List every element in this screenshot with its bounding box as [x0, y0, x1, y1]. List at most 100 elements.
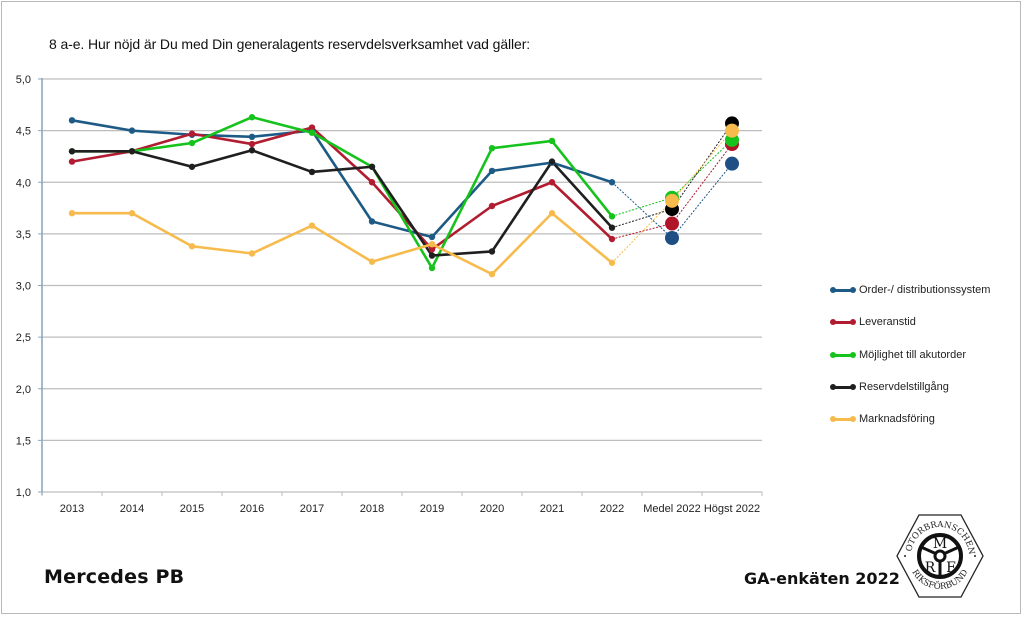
x-tick-label: 2022	[600, 503, 624, 515]
data-point	[488, 202, 496, 210]
series-line	[72, 211, 613, 276]
x-tick-label: 2021	[540, 503, 564, 515]
y-tick-label: 4,5	[16, 126, 31, 138]
summary-point	[725, 156, 739, 171]
x-tick-label: 2019	[420, 503, 444, 515]
data-point	[128, 148, 136, 155]
legend-label: Reservdelstillgång	[859, 381, 949, 394]
data-point	[128, 210, 136, 217]
data-point	[548, 158, 556, 165]
logo-letter-f: F	[946, 560, 956, 576]
data-point	[68, 117, 76, 124]
y-tick-label: 1,0	[16, 487, 31, 499]
series-line	[71, 119, 613, 239]
data-point	[548, 137, 556, 145]
x-tick-labels: 2013 2014 2015 2016 2017 2018 2019 2020 2021 2022…	[60, 503, 760, 515]
data-point	[248, 140, 256, 148]
summary-point	[665, 216, 679, 231]
data-point	[188, 139, 196, 147]
chart-legend: Order-/ distributionssystem Leveranstid Mö…	[830, 274, 990, 435]
x-tick-label: 2014	[120, 503, 144, 515]
x-tick-label: 2020	[480, 503, 504, 515]
legend-label: Leveranstid	[859, 316, 916, 329]
legend-swatch	[830, 382, 856, 392]
data-point	[308, 129, 316, 136]
y-tick-label: 4,0	[16, 177, 31, 189]
data-point	[488, 248, 496, 255]
x-tick-label: Medel 2022	[643, 503, 701, 515]
data-point	[428, 264, 436, 272]
legend-swatch	[830, 414, 856, 424]
data-point	[608, 213, 616, 220]
y-tick-label: 2,5	[16, 332, 31, 344]
data-point	[428, 233, 436, 241]
legend-swatch	[830, 317, 856, 327]
mrf-logo: MOTORBRANSCHENS RIKSFÖRBUND M R F	[894, 512, 984, 598]
data-point	[248, 133, 256, 141]
x-tick-label: 2016	[240, 503, 264, 515]
legend-item: Möjlighet till akutorder	[830, 339, 990, 371]
data-point	[248, 114, 256, 121]
logo-letter-m: M	[933, 536, 947, 552]
logo-hexagon	[896, 514, 984, 598]
legend-label: Order-/ distributionssystem	[859, 284, 991, 297]
data-point	[308, 222, 316, 229]
data-point	[188, 130, 196, 137]
series-connector	[611, 130, 733, 264]
logo-letter-r: R	[925, 560, 936, 576]
chart-title: 8 a-e. Hur nöjd är Du med Din generalage…	[49, 36, 531, 52]
legend-label: Möjlighet till akutorder	[859, 348, 966, 361]
y-tick-label: 2,0	[16, 384, 31, 396]
legend-swatch	[830, 350, 856, 360]
data-point	[368, 179, 376, 186]
series-line	[72, 115, 614, 270]
data-point	[428, 252, 436, 259]
data-point	[608, 235, 616, 243]
data-point	[488, 270, 496, 278]
y-tick-labels: 1,0 1,5 2,0 2,5 3,0 3,5 4,0 4,5 5,0	[16, 74, 31, 499]
data-point	[188, 163, 196, 170]
data-point	[548, 179, 556, 186]
data-point	[308, 168, 316, 176]
gridlines	[42, 78, 762, 442]
legend-item: Order-/ distributionssystem	[830, 274, 990, 306]
data-point	[68, 148, 76, 155]
x-tick-label: 2017	[300, 503, 324, 515]
data-point	[428, 246, 436, 253]
brand-name: Mercedes PB	[44, 566, 185, 588]
data-point	[368, 218, 376, 225]
x-tick-label: 2018	[360, 503, 384, 515]
data-point	[248, 147, 256, 154]
survey-label: GA-enkäten 2022	[744, 569, 900, 588]
series-lines	[71, 115, 614, 276]
legend-item: Leveranstid	[830, 306, 990, 338]
data-point	[128, 127, 136, 134]
x-tick-label: 2015	[180, 503, 204, 515]
y-tick-label: 5,0	[16, 74, 31, 86]
data-point	[608, 259, 616, 266]
legend-item: Reservdelstillgång	[830, 371, 990, 403]
data-point	[308, 124, 316, 131]
data-point	[188, 243, 196, 250]
y-tick-label: 1,5	[16, 435, 31, 447]
data-point	[368, 163, 376, 170]
y-tick-label: 3,0	[16, 281, 31, 293]
data-point	[248, 250, 256, 257]
data-point	[368, 258, 376, 265]
legend-label: Marknadsföring	[859, 413, 935, 426]
data-point	[488, 167, 496, 175]
x-tick-label: 2013	[60, 503, 84, 515]
axes	[38, 78, 763, 496]
x-tick-label: Högst 2022	[704, 503, 760, 515]
data-point	[68, 210, 76, 217]
summary-point	[665, 193, 679, 208]
legend-item: Marknadsföring	[830, 403, 990, 435]
data-point	[548, 210, 556, 217]
y-tick-label: 3,5	[16, 229, 31, 241]
data-point	[488, 144, 496, 152]
logo-wheel-hub	[933, 549, 947, 563]
data-point	[608, 224, 616, 231]
series-line	[72, 148, 613, 257]
